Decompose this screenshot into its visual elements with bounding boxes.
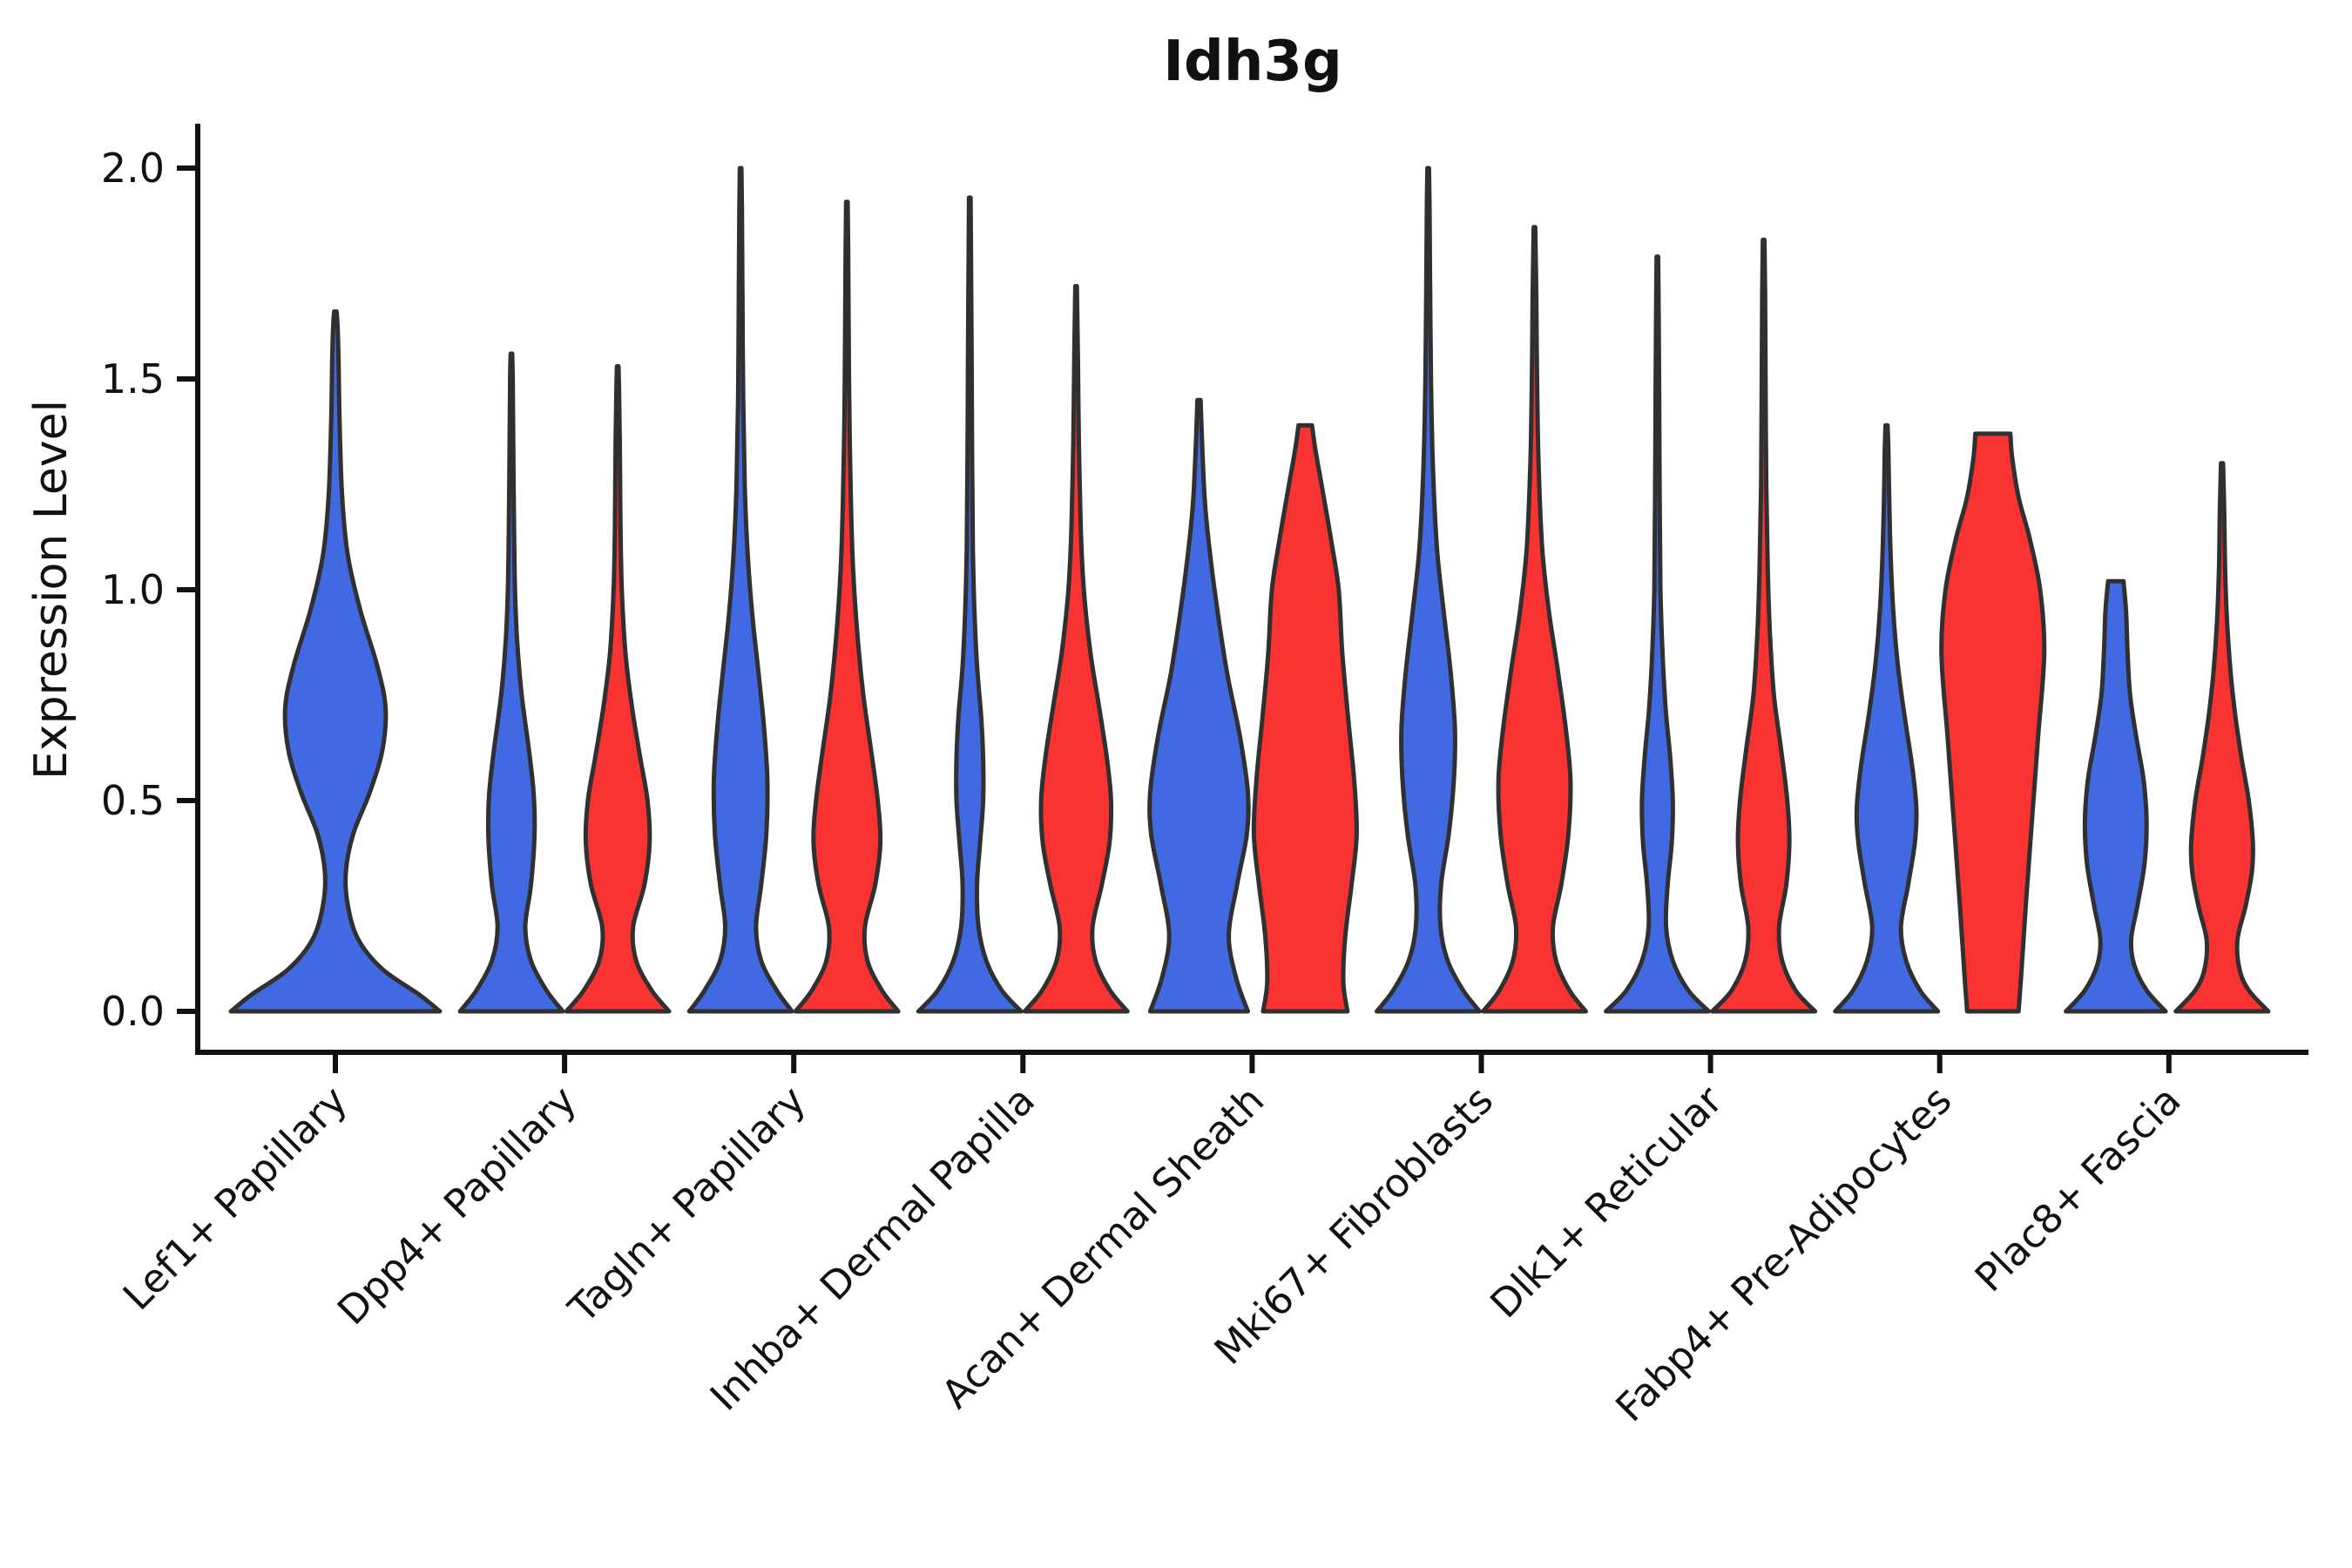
- violin-5-blue: [1375, 166, 1482, 1014]
- x-tick-label-1: Dpp4+ Papillary: [328, 1077, 585, 1334]
- violin-7-red: [1939, 431, 2047, 1014]
- violin-7-blue: [1833, 422, 1941, 1014]
- violin-6-blue: [1604, 254, 1712, 1014]
- x-tick-label-2: Tagln+ Papillary: [559, 1077, 814, 1332]
- y-tick-label: 1.5: [101, 355, 165, 402]
- violin-8-blue: [2064, 578, 2168, 1014]
- violin-6-red: [1710, 237, 1818, 1014]
- chart-title: Idh3g: [1163, 30, 1342, 94]
- violin-2-blue: [686, 166, 794, 1014]
- y-tick-label: 0.0: [101, 988, 165, 1035]
- y-tick-label: 1.0: [101, 566, 165, 613]
- x-tick-label-8: Plac8+ Fascia: [1966, 1077, 2190, 1301]
- violin-3-blue: [916, 195, 1024, 1014]
- violin-3-red: [1022, 284, 1130, 1014]
- violin-8-red: [2173, 461, 2271, 1014]
- violin-5-red: [1481, 225, 1588, 1014]
- violins-group: [228, 166, 2271, 1014]
- y-tick-label: 2.0: [101, 145, 165, 192]
- violin-2-red: [793, 199, 901, 1014]
- axes: [177, 124, 2308, 1073]
- violin-1-red: [564, 364, 672, 1014]
- y-axis-label: Expression Level: [25, 400, 78, 780]
- violin-1-blue: [457, 351, 565, 1014]
- y-tick-label: 0.5: [101, 777, 165, 824]
- violin-0-blue: [228, 309, 443, 1014]
- violin-4-blue: [1147, 397, 1251, 1014]
- x-tick-label-6: Dlk1+ Reticular: [1481, 1077, 1731, 1327]
- x-tick-label-0: Lef1+ Papillary: [114, 1077, 356, 1319]
- violin-4-red: [1251, 422, 1359, 1014]
